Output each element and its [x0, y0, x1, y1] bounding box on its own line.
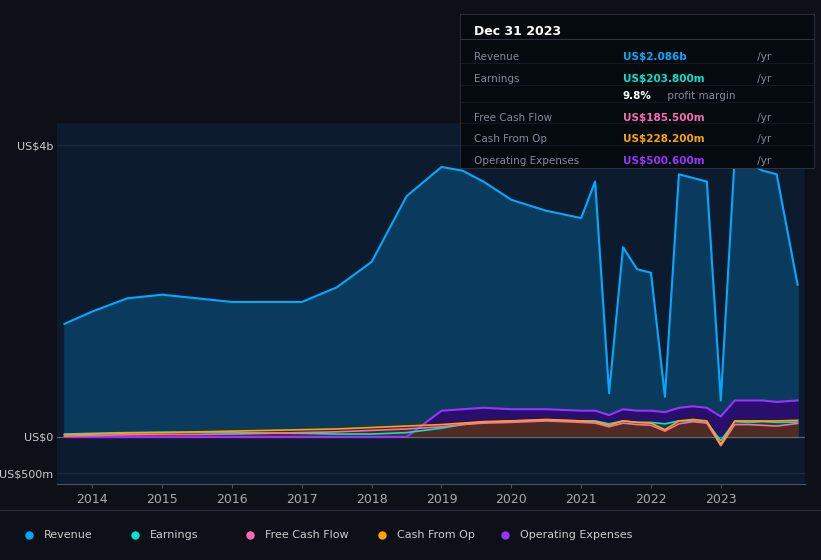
Text: Operating Expenses: Operating Expenses: [520, 530, 632, 540]
Text: /yr: /yr: [754, 134, 772, 144]
Text: Cash From Op: Cash From Op: [474, 134, 547, 144]
Text: US$2.086b: US$2.086b: [623, 53, 686, 63]
Text: Earnings: Earnings: [474, 74, 520, 84]
Text: Operating Expenses: Operating Expenses: [474, 156, 579, 166]
Text: Free Cash Flow: Free Cash Flow: [265, 530, 349, 540]
Text: 9.8%: 9.8%: [623, 91, 652, 101]
Text: Revenue: Revenue: [474, 53, 519, 63]
Text: Cash From Op: Cash From Op: [397, 530, 475, 540]
Text: US$203.800m: US$203.800m: [623, 74, 704, 84]
Text: Dec 31 2023: Dec 31 2023: [474, 25, 561, 38]
Text: /yr: /yr: [754, 53, 772, 63]
Text: Earnings: Earnings: [150, 530, 199, 540]
Text: Free Cash Flow: Free Cash Flow: [474, 113, 552, 123]
Text: US$228.200m: US$228.200m: [623, 134, 704, 144]
Text: US$185.500m: US$185.500m: [623, 113, 704, 123]
Text: /yr: /yr: [754, 156, 772, 166]
Text: US$500.600m: US$500.600m: [623, 156, 704, 166]
Text: Revenue: Revenue: [44, 530, 92, 540]
Text: /yr: /yr: [754, 113, 772, 123]
Text: profit margin: profit margin: [663, 91, 735, 101]
Text: /yr: /yr: [754, 74, 772, 84]
